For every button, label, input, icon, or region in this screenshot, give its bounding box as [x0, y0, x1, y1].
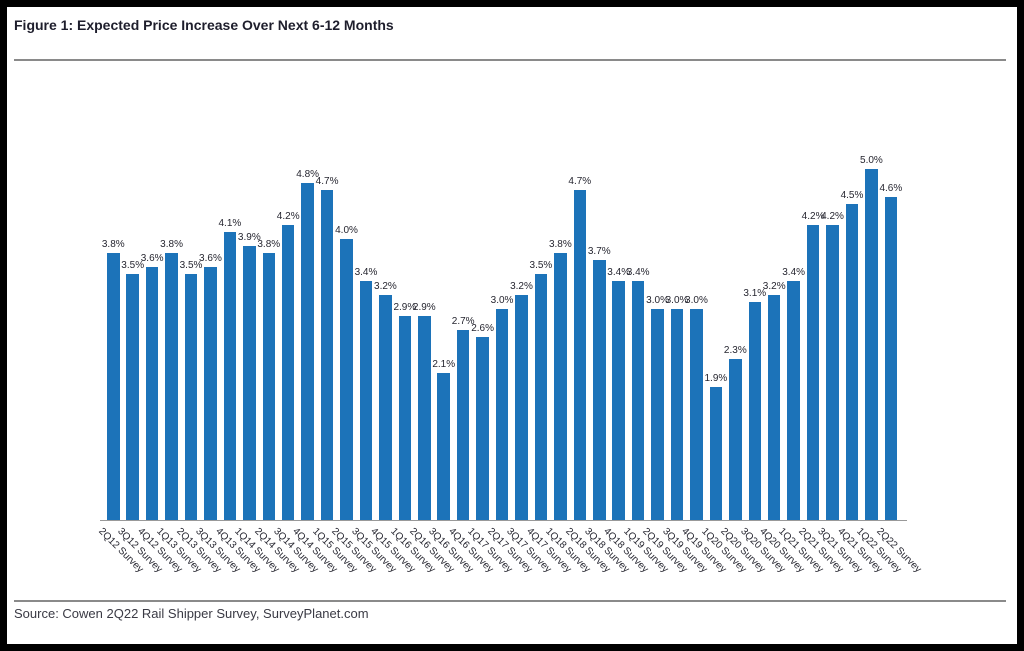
bar [359, 281, 373, 520]
bar [243, 246, 256, 520]
bar [787, 281, 800, 520]
source-text: Source: Cowen 2Q22 Rail Shipper Survey, … [14, 606, 369, 621]
bar [670, 309, 684, 520]
bar [340, 239, 353, 520]
bar [845, 204, 859, 520]
bar-value-label: 2.1% [432, 358, 456, 370]
bar-value-label: 3.0% [685, 295, 708, 307]
bar-value-label: 3.9% [237, 232, 261, 244]
bar-value-label: 3.6% [140, 253, 164, 265]
bar-value-label: 3.5% [179, 260, 203, 272]
bar-value-label: 3.7% [587, 246, 611, 258]
bar [593, 260, 606, 520]
bar [476, 337, 489, 520]
bar [690, 309, 703, 520]
bar-value-label: 3.2% [374, 281, 397, 293]
bar-value-label: 4.2% [821, 211, 844, 223]
bar [748, 302, 762, 520]
bar-chart-plot-area: 2Q12 Survey 3Q12 Survey 4Q12 Survey 1Q13 Su… [96, 134, 923, 575]
bar-value-label: 3.4% [626, 267, 650, 279]
bar-value-label: 3.8% [160, 239, 183, 251]
bar [418, 316, 431, 520]
bar [651, 309, 664, 520]
bar-value-label: 5.0% [860, 155, 883, 166]
bar [281, 225, 295, 520]
bar-value-label: 3.1% [743, 288, 767, 300]
bar-value-label: 3.5% [121, 260, 145, 272]
bar [165, 253, 178, 520]
bar-value-label: 3.0% [646, 295, 669, 307]
page-title: Figure 1: Expected Price Increase Over N… [14, 17, 394, 33]
title-divider-rule [14, 59, 1006, 61]
bar-value-label: 4.2% [801, 211, 825, 223]
bar-value-label: 3.2% [762, 281, 786, 293]
bar-value-label: 4.0% [335, 225, 358, 237]
bar-value-label: 3.8% [101, 239, 125, 251]
bar [729, 358, 742, 520]
bar [379, 295, 392, 520]
bar [145, 267, 159, 520]
bar-value-label: 2.3% [723, 344, 747, 356]
bar [204, 267, 217, 520]
bar-value-label: 3.4% [354, 267, 378, 279]
bar-value-label: 3.2% [510, 281, 533, 293]
source-divider-rule [14, 600, 1006, 602]
bar-value-label: 4.5% [840, 190, 864, 202]
bar-value-label: 3.4% [782, 267, 806, 279]
bar-value-label: 2.9% [412, 302, 436, 314]
bar-value-label: 3.6% [199, 253, 222, 265]
bar-value-label: 4.8% [296, 169, 320, 181]
bar [107, 253, 120, 520]
bar [709, 386, 723, 520]
x-axis-labels: 2Q12 Survey 3Q12 Survey 4Q12 Survey 1Q13 Su… [96, 520, 923, 600]
bar-value-label: 3.5% [529, 260, 553, 272]
bar [495, 309, 509, 520]
bar [320, 190, 334, 520]
bar [573, 190, 587, 520]
bar-value-label: 2.6% [471, 323, 495, 335]
bar [437, 372, 450, 520]
bar-value-label: 3.8% [548, 239, 572, 251]
bar [612, 281, 625, 520]
bar-value-label: 4.7% [568, 176, 592, 188]
bar [301, 183, 314, 520]
bar [806, 225, 820, 520]
bar [184, 274, 198, 520]
bar-value-label: 4.7% [315, 176, 339, 188]
bar-value-label: 2.9% [393, 302, 417, 314]
bar-value-label: 4.6% [879, 183, 903, 195]
bar-value-label: 4.2% [276, 211, 300, 223]
bar-value-label: 3.0% [490, 295, 514, 307]
bar [398, 316, 412, 520]
bar [884, 197, 898, 520]
bar [534, 274, 548, 520]
bar-value-label: 4.1% [218, 218, 242, 230]
bar-value-label: 2.7% [451, 316, 475, 328]
bar [223, 232, 237, 520]
bar [554, 253, 567, 520]
bar [631, 281, 645, 520]
bar [515, 295, 528, 520]
bar [262, 253, 276, 520]
bar [826, 225, 839, 520]
bar [865, 169, 878, 520]
bar [126, 274, 139, 520]
bar [767, 295, 781, 520]
bar-value-label: 1.9% [704, 372, 728, 384]
bar [456, 330, 470, 520]
bar-value-label: 3.0% [665, 295, 689, 307]
bar-value-label: 3.8% [257, 239, 281, 251]
bar-value-label: 3.4% [607, 267, 631, 279]
